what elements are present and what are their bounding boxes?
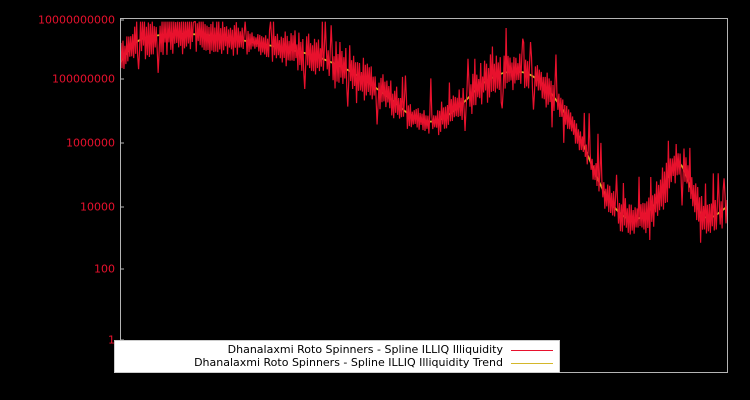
series-canvas (121, 21, 727, 243)
y-tick-label: 100000000 (52, 72, 115, 86)
illiquidity-trend-line (121, 33, 727, 221)
legend-line-sample-illiquidity (511, 344, 553, 355)
legend-entry: Dhanalaxmi Roto Spinners - Spline ILLIQ … (115, 343, 559, 356)
y-tick-mark (120, 19, 124, 21)
y-tick-mark (120, 142, 124, 144)
legend-label: Dhanalaxmi Roto Spinners - Spline ILLIQ … (194, 356, 503, 369)
y-axis-tick-labels: 10000000000 100000000 1000000 10000 100 … (0, 0, 115, 400)
y-tick-label: 100 (94, 262, 115, 276)
y-tick-label: 10000 (80, 200, 115, 214)
plot-area (120, 18, 728, 373)
illiquidity-line (121, 21, 727, 243)
legend-label: Dhanalaxmi Roto Spinners - Spline ILLIQ … (227, 343, 503, 356)
y-tick-mark (120, 268, 124, 270)
y-tick-mark (120, 206, 124, 208)
legend-entry: Dhanalaxmi Roto Spinners - Spline ILLIQ … (115, 356, 559, 369)
y-tick-label: 10000000000 (38, 13, 115, 27)
y-tick-mark (120, 78, 124, 80)
chart-legend: Dhanalaxmi Roto Spinners - Spline ILLIQ … (114, 340, 560, 373)
y-tick-label: 1000000 (66, 136, 115, 150)
y-tick-label: 1 (108, 333, 115, 347)
legend-line-sample-trend (511, 357, 553, 368)
